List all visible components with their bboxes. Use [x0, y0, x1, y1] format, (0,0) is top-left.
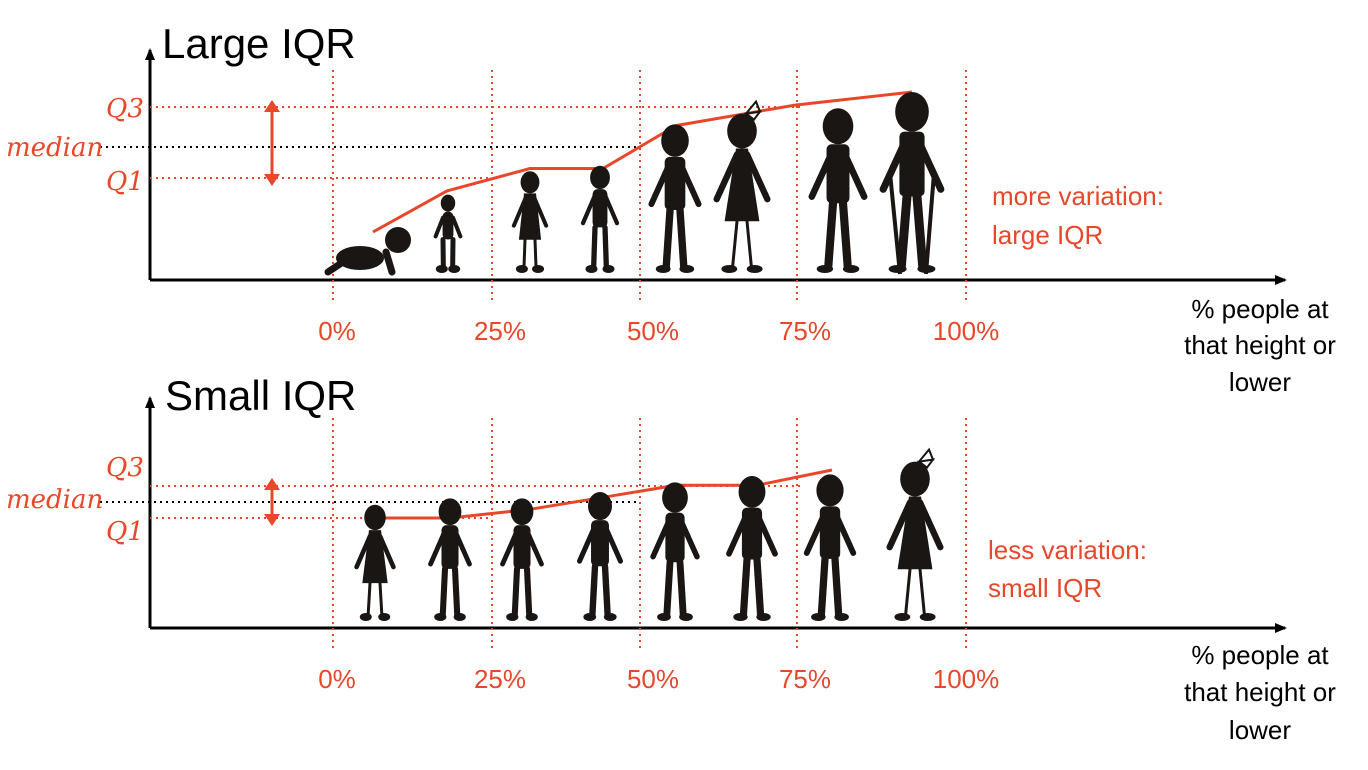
panel-title: Small IQR [165, 372, 356, 419]
variation-annotation-line1: less variation: [988, 535, 1147, 565]
child-figure [500, 498, 544, 621]
panel-large-iqr: Large IQR Q3 median Q1 0% 25% 50% 7 [6, 20, 1336, 397]
woman-figure [886, 447, 944, 621]
q3-label: Q3 [106, 94, 144, 124]
q1-label: Q1 [106, 517, 144, 547]
tick-label-50: 50% [627, 664, 679, 694]
tick-label-50: 50% [627, 316, 679, 346]
tick-label-25: 25% [474, 316, 526, 346]
x-axis-label-line1: % people at [1191, 294, 1329, 324]
median-label: median [6, 133, 103, 163]
woman-figure [713, 99, 771, 273]
x-axis-label-line2: that height or [1184, 677, 1336, 707]
adult-figure [648, 124, 702, 273]
q3-label: Q3 [106, 453, 144, 483]
q1-label: Q1 [106, 167, 144, 197]
x-axis-label-line3: lower [1229, 715, 1291, 745]
adult-figure [726, 476, 778, 621]
variation-annotation-line2: small IQR [988, 573, 1102, 603]
crawling-baby-figure [324, 227, 411, 276]
adult-figure [803, 474, 857, 621]
child-figure [433, 194, 463, 273]
percent-guides [332, 70, 967, 300]
tick-label-25: 25% [474, 664, 526, 694]
people-row [324, 92, 945, 276]
tick-label-100: 100% [933, 316, 1000, 346]
adult-figure [808, 108, 868, 273]
variation-annotation-line1: more variation: [992, 181, 1164, 211]
tick-label-75: 75% [779, 316, 831, 346]
median-label: median [6, 485, 103, 515]
panel-small-iqr: Small IQR Q3 median Q1 0% 25% 50% 75% 10… [6, 372, 1336, 745]
people-row [354, 447, 944, 621]
adult-figure [650, 482, 700, 621]
x-axis-label-line1: % people at [1191, 640, 1329, 670]
stilts-figure [879, 92, 945, 275]
girl-figure [511, 171, 549, 273]
tick-label-0: 0% [318, 664, 356, 694]
iqr-range-arrow [264, 478, 280, 526]
x-axis-label-line2: that height or [1184, 330, 1336, 360]
percent-guides [332, 418, 967, 650]
panel-title: Large IQR [162, 20, 356, 67]
tick-label-100: 100% [933, 664, 1000, 694]
x-axis-label-line3: lower [1229, 367, 1291, 397]
tick-label-75: 75% [779, 664, 831, 694]
girl-figure [354, 504, 396, 621]
tick-label-0: 0% [318, 316, 356, 346]
child-figure [576, 492, 624, 621]
child-figure [428, 498, 472, 621]
child-figure [580, 165, 620, 273]
variation-annotation-line2: large IQR [992, 220, 1103, 250]
iqr-range-arrow [264, 100, 280, 186]
